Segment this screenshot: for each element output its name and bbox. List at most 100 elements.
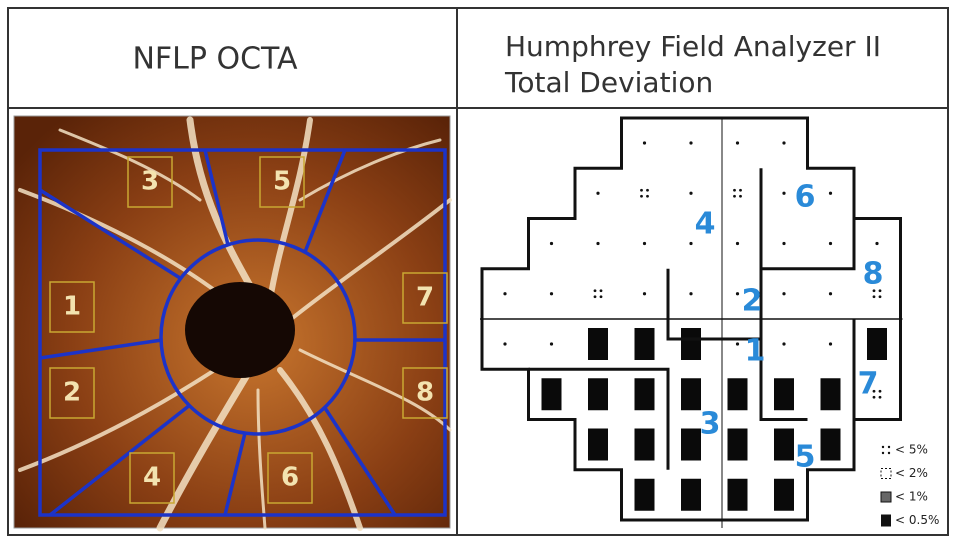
field-dot xyxy=(829,242,832,245)
region-label: 5 xyxy=(795,440,816,475)
sector-label: 2 xyxy=(63,378,81,408)
field-dot xyxy=(736,292,739,295)
legend: < 5% < 2% < 1% < 0.5% xyxy=(881,443,939,528)
field-dot-5pct xyxy=(879,396,882,399)
field-dot xyxy=(503,342,506,345)
region-label: 8 xyxy=(863,257,884,292)
field-dot xyxy=(782,141,785,144)
field-dot xyxy=(875,242,878,245)
field-block xyxy=(867,328,887,360)
field-dot-5pct xyxy=(879,295,882,298)
field-block xyxy=(635,429,655,461)
field-block xyxy=(681,328,701,360)
field-dot xyxy=(550,292,553,295)
field-dot xyxy=(782,342,785,345)
field-block xyxy=(774,479,794,511)
field-dot-5pct xyxy=(594,295,597,298)
field-block xyxy=(774,429,794,461)
field-dot xyxy=(736,141,739,144)
field-dot xyxy=(829,292,832,295)
field-dot-5pct xyxy=(640,189,643,192)
field-dot xyxy=(829,342,832,345)
field-dot xyxy=(829,192,832,195)
field-dot-5pct xyxy=(739,195,742,198)
legend-icon xyxy=(882,452,884,454)
field-dot-5pct xyxy=(640,195,643,198)
region-label: 2 xyxy=(742,284,763,319)
sector-label: 6 xyxy=(281,463,299,493)
sector-label: 7 xyxy=(416,283,434,313)
field-dot-5pct xyxy=(733,189,736,192)
field-dot xyxy=(736,242,739,245)
field-block xyxy=(821,378,841,410)
region-label: 6 xyxy=(795,180,816,215)
field-block xyxy=(681,429,701,461)
sector-label: 5 xyxy=(273,167,291,197)
field-dot xyxy=(643,141,646,144)
octa-image xyxy=(14,116,450,528)
legend-icon xyxy=(888,446,890,448)
field-dot xyxy=(643,242,646,245)
field-block xyxy=(542,378,562,410)
field-dot xyxy=(689,292,692,295)
sector-label: 3 xyxy=(141,167,159,197)
sector-label: 1 xyxy=(63,292,81,322)
legend-label: < 1% xyxy=(895,490,928,504)
legend-label: < 5% xyxy=(895,443,928,457)
field-dot-5pct xyxy=(600,289,603,292)
field-dot xyxy=(689,141,692,144)
field-dot xyxy=(550,342,553,345)
field-dot-5pct xyxy=(879,390,882,393)
sector-label: 4 xyxy=(143,463,161,493)
right-header-line2: Total Deviation xyxy=(504,66,713,99)
legend-icon xyxy=(881,515,891,527)
figure: NFLP OCTA Humphrey Field Analyzer II Tot… xyxy=(0,0,956,540)
field-dot xyxy=(550,242,553,245)
field-block xyxy=(588,328,608,360)
field-dot-5pct xyxy=(646,189,649,192)
field-dot xyxy=(782,242,785,245)
field-dot xyxy=(782,192,785,195)
field-dot-5pct xyxy=(646,195,649,198)
field-block xyxy=(821,429,841,461)
field-block xyxy=(635,479,655,511)
field-dot-5pct xyxy=(600,295,603,298)
field-dot xyxy=(689,242,692,245)
field-dot xyxy=(503,292,506,295)
region-label: 7 xyxy=(858,367,879,402)
field-block xyxy=(588,429,608,461)
region-label: 3 xyxy=(700,407,721,442)
region-label: 4 xyxy=(695,207,716,242)
field-dot xyxy=(736,342,739,345)
field-block xyxy=(774,378,794,410)
region-label: 1 xyxy=(745,334,766,369)
field-block xyxy=(728,479,748,511)
optic-disc xyxy=(185,282,295,378)
field-dot xyxy=(596,192,599,195)
field-dot xyxy=(643,292,646,295)
left-header: NFLP OCTA xyxy=(132,42,298,77)
legend-icon xyxy=(881,469,891,479)
field-block xyxy=(728,378,748,410)
legend-icon xyxy=(881,492,891,502)
field-dot-5pct xyxy=(873,295,876,298)
sector-label: 8 xyxy=(416,378,434,408)
field-block xyxy=(635,378,655,410)
field-dot-5pct xyxy=(733,195,736,198)
field-dot xyxy=(689,192,692,195)
field-block xyxy=(681,378,701,410)
field-dot-5pct xyxy=(594,289,597,292)
field-dot xyxy=(596,242,599,245)
field-block xyxy=(728,429,748,461)
field-block xyxy=(635,328,655,360)
field-dot-5pct xyxy=(739,189,742,192)
visual-field: 1 2 3 4 5 6 7 8 xyxy=(480,118,903,528)
legend-label: < 2% xyxy=(895,466,928,480)
field-dot xyxy=(782,292,785,295)
right-header-line1: Humphrey Field Analyzer II xyxy=(505,30,881,63)
legend-icon xyxy=(882,446,884,448)
legend-icon xyxy=(888,452,890,454)
legend-label: < 0.5% xyxy=(895,513,939,527)
field-block xyxy=(588,378,608,410)
field-block xyxy=(681,479,701,511)
